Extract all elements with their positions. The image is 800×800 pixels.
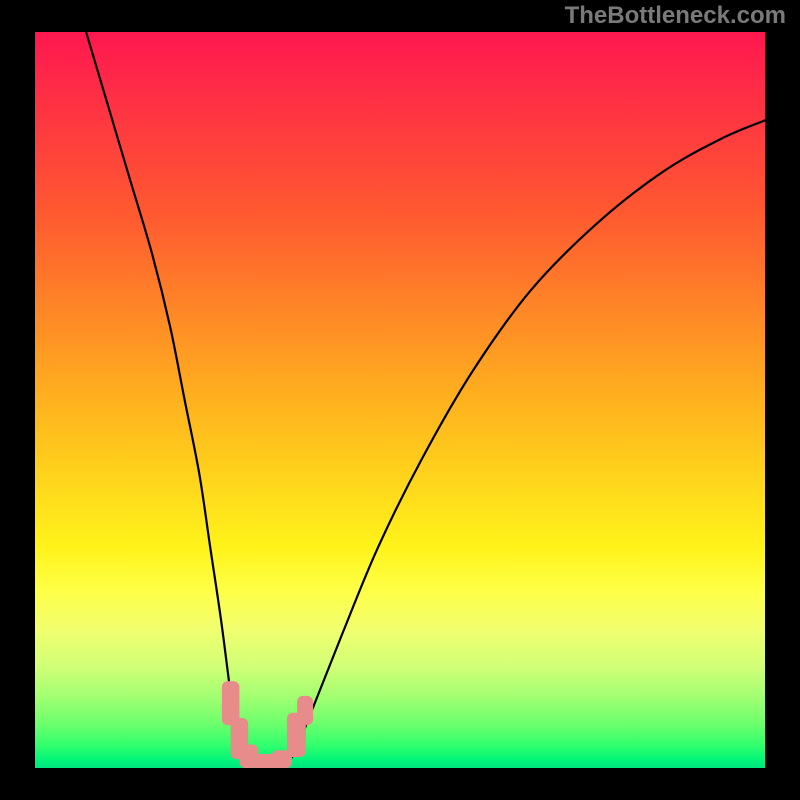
- chart-frame: TheBottleneck.com: [0, 0, 800, 800]
- markers-layer: [35, 32, 765, 768]
- plot-area: [35, 32, 765, 768]
- watermark-text: TheBottleneck.com: [565, 2, 786, 30]
- data-marker: [297, 696, 313, 725]
